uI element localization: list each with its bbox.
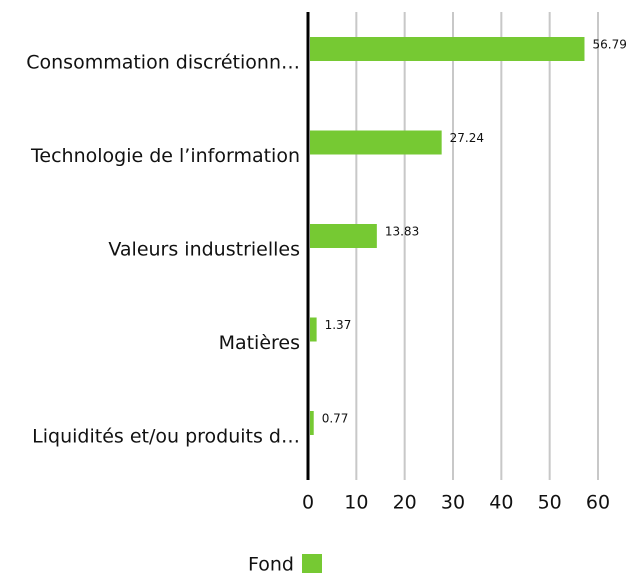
data-label: 1.37 — [325, 318, 352, 332]
y-tick-label: Valeurs industrielles — [108, 239, 300, 261]
y-tick-label: Consommation discrétionn… — [26, 52, 300, 74]
x-tick-label: 50 — [538, 492, 562, 514]
bar — [310, 317, 317, 342]
x-tick-label: 0 — [302, 492, 314, 514]
legend-label: Fond — [248, 554, 294, 574]
data-label: 13.83 — [385, 225, 419, 239]
data-label: 27.24 — [450, 131, 484, 145]
legend-swatch — [302, 554, 322, 573]
y-tick-label: Liquidités et/ou produits d… — [32, 426, 300, 448]
y-tick-label: Technologie de l’information — [30, 145, 300, 167]
y-tick-label: Matières — [219, 332, 300, 354]
bar — [310, 130, 442, 155]
bar — [310, 224, 377, 248]
bar — [310, 37, 585, 61]
x-tick-label: 30 — [441, 492, 465, 514]
x-tick-label: 40 — [489, 492, 513, 514]
x-tick-label: 20 — [393, 492, 417, 514]
bar — [310, 411, 314, 435]
x-tick-label: 60 — [586, 492, 610, 514]
data-label: 0.77 — [322, 412, 349, 426]
x-tick-label: 10 — [344, 492, 368, 514]
data-label: 56.79 — [592, 38, 626, 52]
